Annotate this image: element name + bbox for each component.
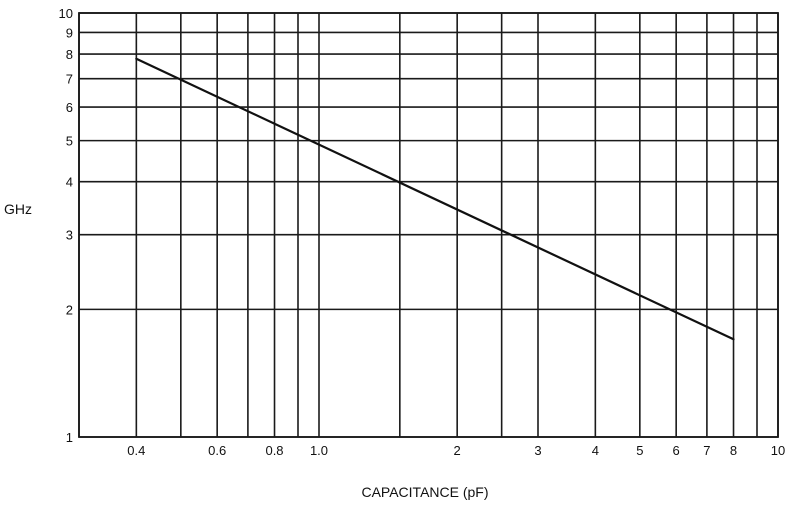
x-tick-label: 8 <box>730 443 737 458</box>
x-tick-label: 5 <box>636 443 643 458</box>
series-layer <box>135 57 735 341</box>
y-tick-label: 4 <box>66 175 73 190</box>
y-tick-label: 3 <box>66 228 73 243</box>
y-tick-label: 2 <box>66 302 73 317</box>
y-tick-labels: 1 2 3 4 5 6 7 8 9 10 <box>59 6 73 445</box>
x-tick-labels: 0.4 0.6 0.8 1.0 2 3 4 5 6 7 8 10 <box>127 443 785 458</box>
x-tick-label: 0.6 <box>208 443 226 458</box>
x-axis-title: CAPACITANCE (pF) <box>361 484 488 500</box>
x-tick-label: 1.0 <box>310 443 328 458</box>
y-tick-label: 6 <box>66 100 73 115</box>
y-tick-label: 8 <box>66 47 73 62</box>
y-tick-label: 10 <box>59 6 73 21</box>
x-tick-label: 0.8 <box>265 443 283 458</box>
x-tick-label: 6 <box>673 443 680 458</box>
y-tick-label: 5 <box>66 134 73 149</box>
x-tick-label: 3 <box>534 443 541 458</box>
y-axis-title: GHz <box>4 201 32 217</box>
y-tick-label: 9 <box>66 25 73 40</box>
grid-lines <box>78 12 779 438</box>
x-tick-label: 7 <box>703 443 710 458</box>
series-line <box>135 57 735 341</box>
x-tick-label: 4 <box>592 443 599 458</box>
x-tick-label: 0.4 <box>127 443 145 458</box>
y-tick-label: 1 <box>66 430 73 445</box>
x-tick-label: 10 <box>771 443 785 458</box>
x-tick-label: 2 <box>454 443 461 458</box>
plot-frame <box>78 12 779 438</box>
y-tick-label: 7 <box>66 72 73 87</box>
